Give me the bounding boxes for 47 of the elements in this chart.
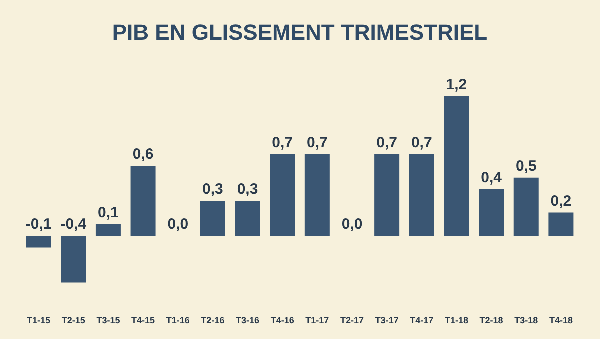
x-tick-label: T4-16: [270, 316, 294, 326]
x-tick-label: T1-18: [444, 316, 468, 326]
data-label: 0,7: [306, 134, 328, 152]
data-label: 0,7: [376, 134, 398, 152]
x-tick-label: T2-17: [340, 316, 364, 326]
x-tick-label: T4-15: [132, 316, 156, 326]
bar: [96, 224, 121, 236]
bar: [270, 154, 296, 236]
data-label: 0,3: [237, 181, 258, 198]
x-tick-label: T1-15: [27, 316, 51, 326]
data-label: 0,4: [481, 170, 503, 186]
data-label: 0,3: [202, 181, 224, 198]
x-tick-label: T2-18: [480, 316, 504, 326]
x-tick-label: T3-16: [236, 316, 260, 326]
bar: [26, 236, 52, 248]
bar: [444, 96, 470, 236]
x-tick-label: T3-18: [514, 316, 538, 326]
bar: [409, 154, 434, 236]
data-label: 0,0: [168, 216, 189, 234]
bar: [374, 154, 400, 236]
data-label: 1,2: [446, 76, 468, 94]
data-label: 0,5: [516, 158, 537, 175]
x-tick-label: T4-17: [410, 316, 434, 326]
x-tick-label: T3-17: [375, 316, 399, 326]
data-label: -0,1: [26, 216, 52, 234]
data-label: 0,7: [411, 134, 432, 152]
bar: [130, 166, 156, 236]
bar: [61, 236, 86, 283]
data-label: 0,2: [550, 192, 572, 210]
data-label: -0,4: [60, 216, 88, 234]
data-label: 0,1: [98, 204, 119, 222]
bar: [548, 212, 574, 236]
data-label: 0,7: [272, 134, 294, 152]
data-label: 0,6: [132, 146, 154, 164]
x-tick-label: T3-15: [96, 316, 120, 326]
x-tick-label: T1-16: [166, 316, 190, 326]
bar: [479, 190, 504, 236]
x-tick-label: T2-15: [62, 316, 86, 326]
x-tick-label: T1-17: [306, 316, 330, 326]
x-tick-label: T4-18: [549, 316, 573, 326]
bar: [200, 201, 226, 236]
bar: [514, 178, 539, 236]
chart-title: PIB EN GLISSEMENT TRIMESTRIEL: [112, 20, 488, 45]
data-label: 0,0: [342, 216, 363, 234]
bar: [235, 201, 260, 236]
x-tick-label: T2-16: [201, 316, 225, 326]
bar: [304, 154, 330, 236]
